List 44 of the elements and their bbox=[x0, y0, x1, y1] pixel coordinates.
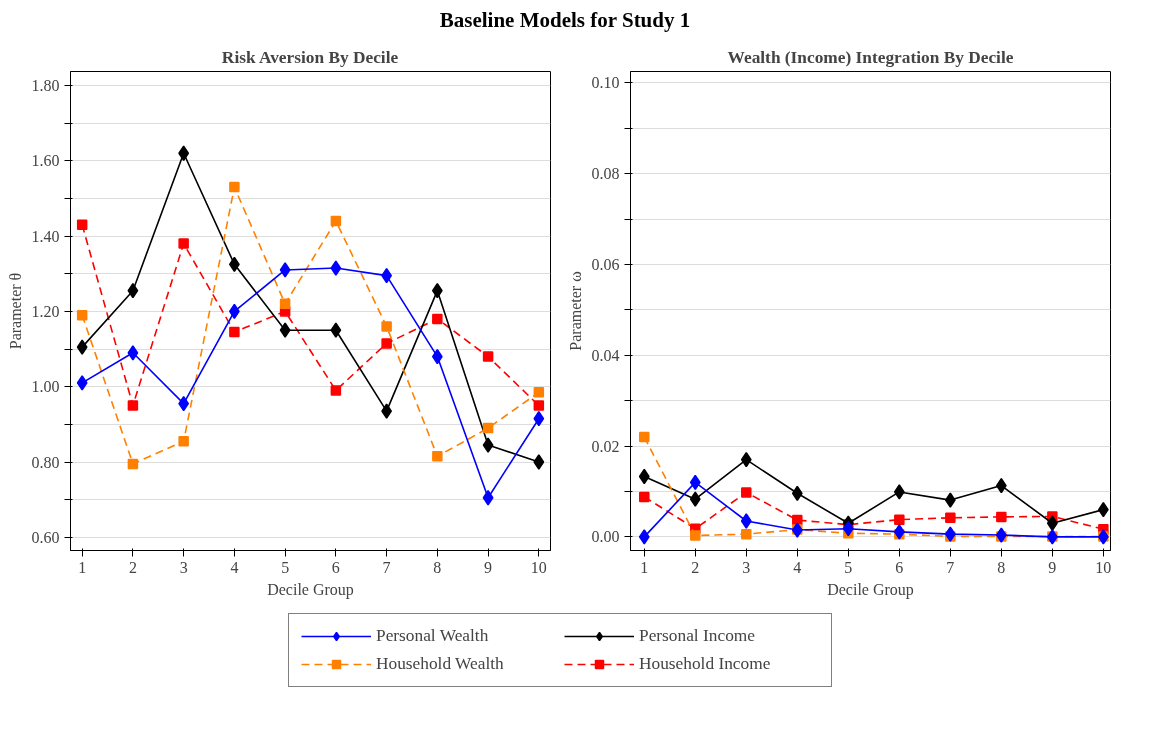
x-tick-label: 6 bbox=[895, 558, 904, 576]
y-tick-label: 0.80 bbox=[31, 453, 60, 471]
x-tick-label: 7 bbox=[946, 558, 955, 576]
x-tick-label: 1 bbox=[640, 558, 649, 576]
y-axis-title: Parameter ω bbox=[566, 271, 584, 351]
legend-label: Personal Wealth bbox=[376, 626, 490, 646]
x-tick-label: 2 bbox=[128, 558, 137, 576]
x-axis-title: Decile Group bbox=[267, 580, 354, 599]
y-tick-label: 0.04 bbox=[591, 346, 620, 364]
x-tick-label: 10 bbox=[530, 558, 547, 576]
x-tick-label: 9 bbox=[484, 558, 493, 576]
x-tick-label: 10 bbox=[1095, 558, 1112, 576]
chart-subtitle: Risk Aversion By Decile bbox=[221, 47, 399, 67]
x-tick-label: 4 bbox=[793, 558, 802, 576]
y-tick-label: 1.00 bbox=[31, 378, 60, 396]
x-tick-label: 9 bbox=[1048, 558, 1057, 576]
y-axis-title: Parameter θ bbox=[6, 272, 24, 350]
x-tick-label: 1 bbox=[78, 558, 87, 576]
x-tick-label: 7 bbox=[382, 558, 391, 576]
x-tick-label: 4 bbox=[230, 558, 239, 576]
legend-label: Household Income bbox=[639, 654, 772, 674]
x-tick-label: 8 bbox=[433, 558, 442, 576]
chart-subtitle: Wealth (Income) Integration By Decile bbox=[727, 47, 1014, 67]
y-tick-label: 1.60 bbox=[31, 152, 60, 170]
legend-label: Personal Income bbox=[639, 626, 756, 646]
legend-label: Household Wealth bbox=[376, 654, 505, 674]
x-tick-label: 8 bbox=[997, 558, 1006, 576]
x-tick-label: 3 bbox=[179, 558, 188, 576]
x-tick-label: 5 bbox=[281, 558, 290, 576]
y-tick-label: 0.06 bbox=[591, 255, 620, 273]
y-tick-label: 1.40 bbox=[31, 227, 60, 245]
x-tick-label: 3 bbox=[742, 558, 751, 576]
y-tick-label: 0.02 bbox=[591, 437, 620, 455]
x-tick-label: 2 bbox=[691, 558, 700, 576]
y-tick-label: 0.08 bbox=[591, 165, 620, 183]
y-tick-label: 1.80 bbox=[31, 76, 60, 94]
x-axis-title: Decile Group bbox=[827, 580, 914, 599]
y-tick-label: 0.60 bbox=[31, 528, 60, 546]
x-tick-label: 6 bbox=[331, 558, 340, 576]
y-tick-label: 0.00 bbox=[591, 528, 620, 546]
x-tick-label: 5 bbox=[844, 558, 853, 576]
y-tick-label: 0.10 bbox=[591, 74, 620, 92]
chart-title: Baseline Models for Study 1 bbox=[439, 7, 691, 34]
y-tick-label: 1.20 bbox=[31, 302, 60, 320]
